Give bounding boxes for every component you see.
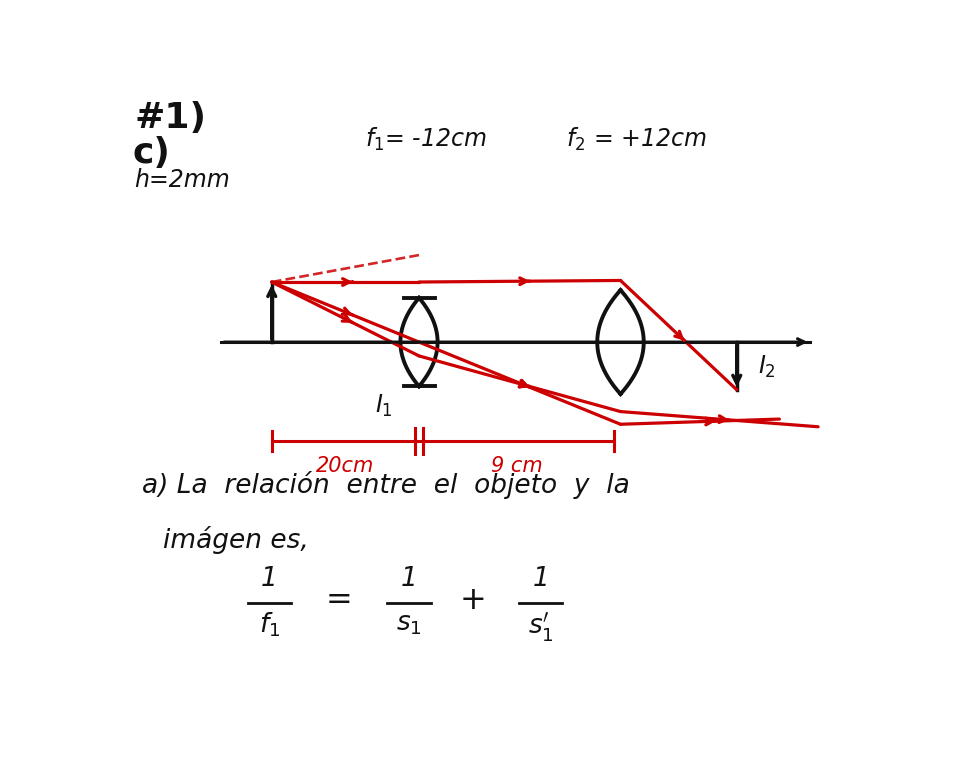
Text: $s_1'$: $s_1'$ (528, 611, 554, 644)
Text: 1: 1 (262, 566, 278, 592)
Text: 1: 1 (400, 566, 417, 592)
Text: $f_1$: $f_1$ (259, 611, 280, 640)
Text: $f_2$ = +12cm: $f_2$ = +12cm (566, 126, 706, 153)
Text: 20cm: 20cm (317, 456, 374, 476)
Text: $I_1$: $I_1$ (375, 393, 393, 419)
Text: $f_1$= -12cm: $f_1$= -12cm (365, 126, 486, 153)
Text: imágen es,: imágen es, (163, 526, 309, 554)
Text: $I_2$: $I_2$ (758, 354, 776, 380)
Text: c): c) (132, 136, 170, 170)
Text: 1: 1 (533, 566, 549, 592)
Text: +: + (460, 585, 486, 616)
Text: $s_1$: $s_1$ (396, 611, 422, 637)
Text: =: = (326, 585, 352, 616)
Text: #1): #1) (134, 101, 207, 135)
Text: 9 cm: 9 cm (491, 456, 542, 476)
Text: h=2mm: h=2mm (134, 168, 231, 192)
Text: a) La  relación  entre  el  objeto  y  la: a) La relación entre el objeto y la (142, 471, 630, 499)
